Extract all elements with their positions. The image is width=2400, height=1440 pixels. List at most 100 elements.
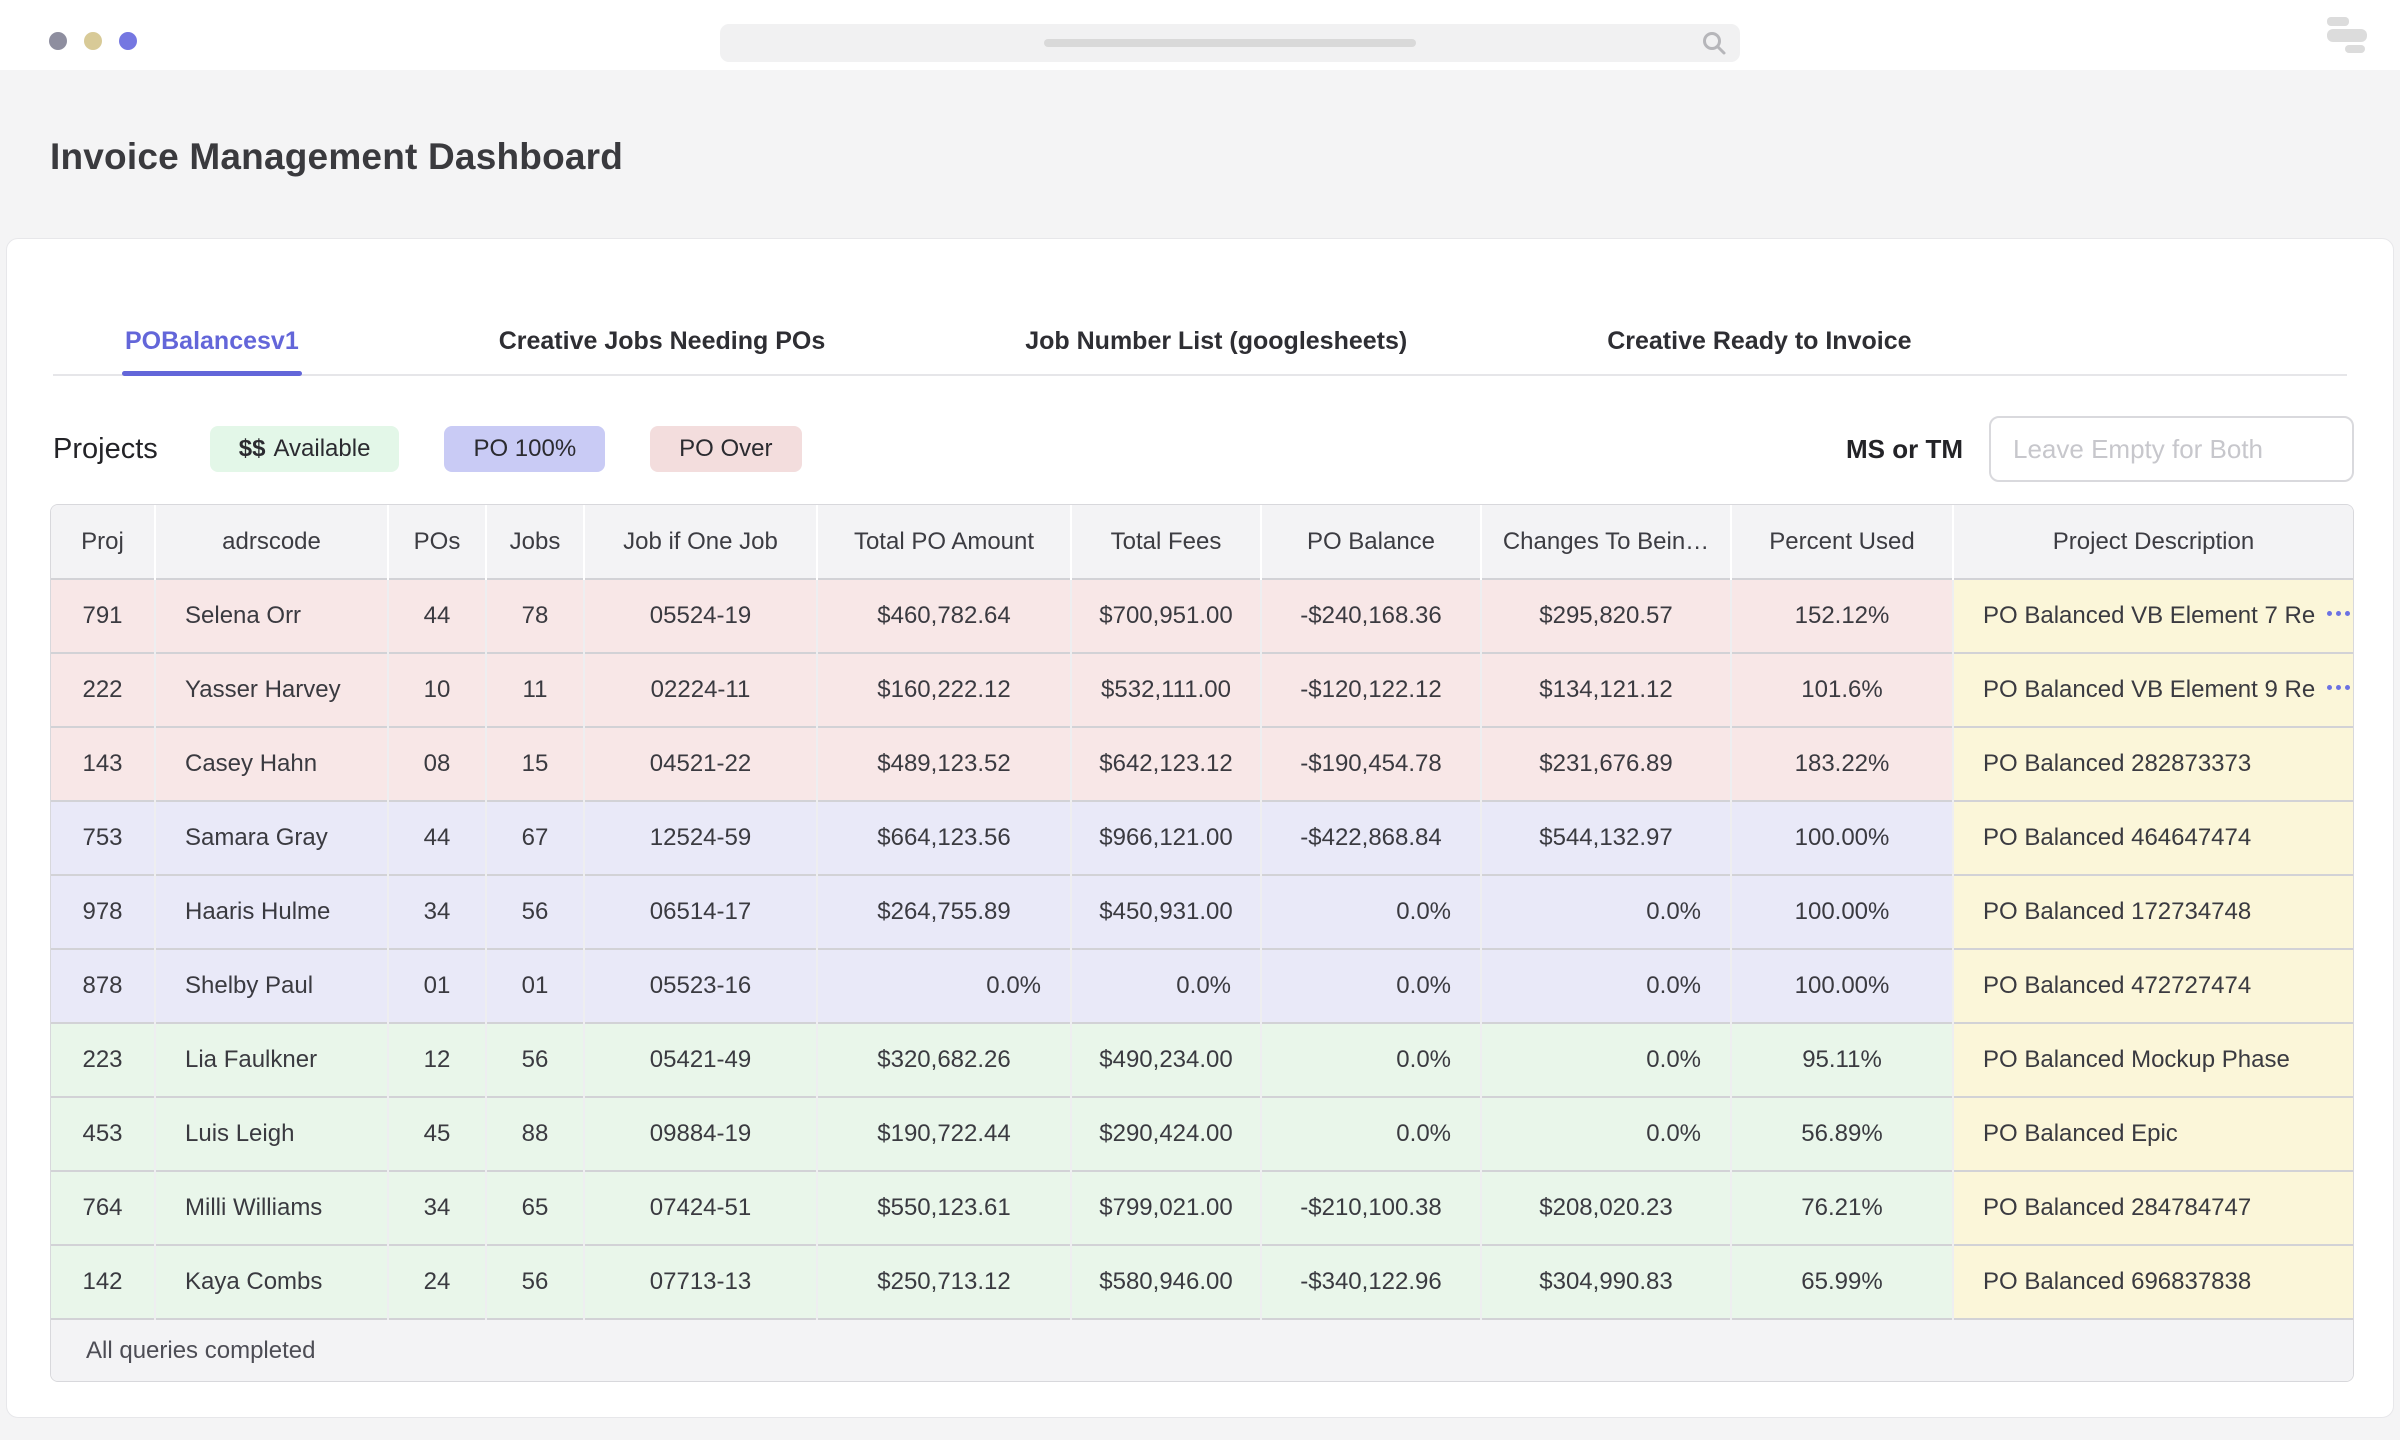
cell-job_if_one: 04521-22 bbox=[584, 726, 818, 801]
cell-po_balance: 0.0% bbox=[1261, 948, 1482, 1023]
cell-jobs: 15 bbox=[486, 726, 585, 801]
cell-po_balance: -$340,122.96 bbox=[1261, 1244, 1482, 1319]
status-text: All queries completed bbox=[51, 1318, 2353, 1381]
cell-adrscode: Yasser Harvey bbox=[155, 652, 389, 727]
tab-creative-jobs-needing-pos[interactable]: Creative Jobs Needing POs bbox=[498, 327, 826, 355]
cell-total_fees: $700,951.00 bbox=[1071, 578, 1262, 653]
cell-total_po: $160,222.12 bbox=[817, 652, 1072, 727]
cell-desc: PO Balanced 696837838 bbox=[1953, 1244, 2353, 1319]
filter-chip-available[interactable]: $$ Available bbox=[209, 426, 400, 472]
browser-address-bar[interactable] bbox=[720, 24, 1740, 62]
truncated-more-icon[interactable] bbox=[2327, 611, 2351, 616]
cell-changes: 0.0% bbox=[1481, 1022, 1732, 1097]
cell-pos: 12 bbox=[388, 1022, 487, 1097]
cell-pos: 34 bbox=[388, 874, 487, 949]
cell-pos: 24 bbox=[388, 1244, 487, 1319]
window-dot-1[interactable] bbox=[49, 32, 67, 50]
cell-jobs: 01 bbox=[486, 948, 585, 1023]
cell-desc: PO Balanced Mockup Phase bbox=[1953, 1022, 2353, 1097]
cell-total_fees: 0.0% bbox=[1071, 948, 1262, 1023]
search-icon[interactable] bbox=[1700, 29, 1728, 57]
chip-bold-prefix: $$ bbox=[238, 435, 266, 462]
cell-percent: 101.6% bbox=[1731, 652, 1954, 727]
cell-desc: PO Balanced 472727474 bbox=[1953, 948, 2353, 1023]
table-row: 791 Selena Orr 44 78 05524-19 $460,782.64 $700… bbox=[51, 578, 2353, 653]
cell-total_po: $664,123.56 bbox=[817, 800, 1072, 875]
window-controls bbox=[49, 32, 137, 50]
tab-job-number-list-googlesheets[interactable]: Job Number List (googlesheets) bbox=[1025, 327, 1408, 355]
cell-adrscode: Casey Hahn bbox=[155, 726, 389, 801]
table-row: 223 Lia Faulkner 12 56 05421-49 $320,682.26 $4… bbox=[51, 1022, 2353, 1097]
cell-changes: $304,990.83 bbox=[1481, 1244, 1732, 1319]
filter-chip-po-100[interactable]: PO 100% bbox=[444, 426, 606, 472]
cell-adrscode: Kaya Combs bbox=[155, 1244, 389, 1319]
cell-changes: $295,820.57 bbox=[1481, 578, 1732, 653]
cell-changes: $208,020.23 bbox=[1481, 1170, 1732, 1245]
menu-bars-icon[interactable] bbox=[2327, 17, 2367, 53]
tab-creative-ready-to-invoice[interactable]: Creative Ready to Invoice bbox=[1607, 327, 1912, 355]
cell-total_fees: $799,021.00 bbox=[1071, 1170, 1262, 1245]
cell-percent: 183.22% bbox=[1731, 726, 1954, 801]
column-header-po-balance: PO Balance bbox=[1261, 505, 1482, 579]
cell-changes: $231,676.89 bbox=[1481, 726, 1732, 801]
cell-job_if_one: 07713-13 bbox=[584, 1244, 818, 1319]
cell-changes: 0.0% bbox=[1481, 1096, 1732, 1171]
cell-desc: PO Balanced VB Element 7 Re bbox=[1953, 578, 2353, 653]
filter-chips: $$ Available PO 100% PO Over bbox=[209, 426, 802, 472]
cell-total_fees: $532,111.00 bbox=[1071, 652, 1262, 727]
cell-po_balance: 0.0% bbox=[1261, 1096, 1482, 1171]
table-body: 791 Selena Orr 44 78 05524-19 $460,782.64 $700… bbox=[51, 578, 2353, 1319]
column-header-total-po-amount: Total PO Amount bbox=[817, 505, 1072, 579]
table-row: 753 Samara Gray 44 67 12524-59 $664,123.56 $96… bbox=[51, 800, 2353, 875]
cell-jobs: 56 bbox=[486, 1244, 585, 1319]
cell-pos: 44 bbox=[388, 800, 487, 875]
cell-jobs: 65 bbox=[486, 1170, 585, 1245]
ms-or-tm-input[interactable] bbox=[1989, 416, 2354, 482]
cell-total_fees: $450,931.00 bbox=[1071, 874, 1262, 949]
cell-total_fees: $966,121.00 bbox=[1071, 800, 1262, 875]
cell-total_fees: $580,946.00 bbox=[1071, 1244, 1262, 1319]
cell-percent: 76.21% bbox=[1731, 1170, 1954, 1245]
cell-total_po: $250,713.12 bbox=[817, 1244, 1072, 1319]
column-header-project-description: Project Description bbox=[1953, 505, 2353, 579]
column-header-percent-used: Percent Used bbox=[1731, 505, 1954, 579]
cell-po_balance: 0.0% bbox=[1261, 874, 1482, 949]
cell-adrscode: Samara Gray bbox=[155, 800, 389, 875]
window-dot-3[interactable] bbox=[119, 32, 137, 50]
table-row: 222 Yasser Harvey 10 11 02224-11 $160,222.12 $… bbox=[51, 652, 2353, 727]
table-row: 978 Haaris Hulme 34 56 06514-17 $264,755.89 $4… bbox=[51, 874, 2353, 949]
column-header-total-fees: Total Fees bbox=[1071, 505, 1262, 579]
column-header-pos: POs bbox=[388, 505, 487, 579]
cell-adrscode: Milli Williams bbox=[155, 1170, 389, 1245]
cell-po_balance: -$210,100.38 bbox=[1261, 1170, 1482, 1245]
cell-pos: 45 bbox=[388, 1096, 487, 1171]
cell-po_balance: -$190,454.78 bbox=[1261, 726, 1482, 801]
cell-desc: PO Balanced 464647474 bbox=[1953, 800, 2353, 875]
table-row: 453 Luis Leigh 45 88 09884-19 $190,722.44 $290… bbox=[51, 1096, 2353, 1171]
cell-pos: 10 bbox=[388, 652, 487, 727]
table-row: 764 Milli Williams 34 65 07424-51 $550,123.61… bbox=[51, 1170, 2353, 1245]
cell-job_if_one: 05524-19 bbox=[584, 578, 818, 653]
cell-job_if_one: 09884-19 bbox=[584, 1096, 818, 1171]
cell-percent: 152.12% bbox=[1731, 578, 1954, 653]
filter-chip-po-over[interactable]: PO Over bbox=[650, 426, 802, 472]
cell-changes: $544,132.97 bbox=[1481, 800, 1732, 875]
column-header-adrscode: adrscode bbox=[155, 505, 389, 579]
cell-job_if_one: 05523-16 bbox=[584, 948, 818, 1023]
cell-changes: 0.0% bbox=[1481, 874, 1732, 949]
cell-po_balance: -$120,122.12 bbox=[1261, 652, 1482, 727]
truncated-more-icon[interactable] bbox=[2327, 685, 2351, 690]
cell-total_po: $264,755.89 bbox=[817, 874, 1072, 949]
cell-changes: 0.0% bbox=[1481, 948, 1732, 1023]
column-header-job-if-one-job: Job if One Job bbox=[584, 505, 818, 579]
tab-bar: POBalancesv1 Creative Jobs Needing POs Job… bbox=[53, 239, 2347, 376]
table-row: 878 Shelby Paul 01 01 05523-16 0.0% 0.0% 0.0% 0.… bbox=[51, 948, 2353, 1023]
cell-job_if_one: 07424-51 bbox=[584, 1170, 818, 1245]
cell-total_fees: $290,424.00 bbox=[1071, 1096, 1262, 1171]
window-dot-2[interactable] bbox=[84, 32, 102, 50]
cell-percent: 56.89% bbox=[1731, 1096, 1954, 1171]
cell-pos: 01 bbox=[388, 948, 487, 1023]
tab-pobalancesv1[interactable]: POBalancesv1 bbox=[122, 327, 302, 376]
cell-desc: PO Balanced Epic bbox=[1953, 1096, 2353, 1171]
cell-po_balance: -$240,168.36 bbox=[1261, 578, 1482, 653]
